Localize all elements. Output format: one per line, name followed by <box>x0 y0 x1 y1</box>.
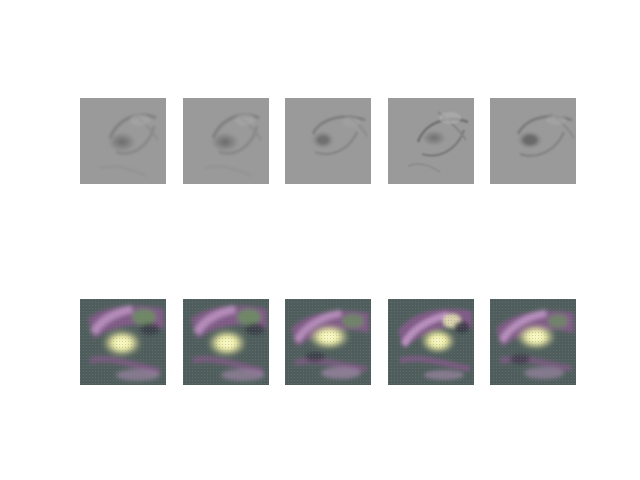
false-color-panel-5 <box>490 299 576 385</box>
grayscale-panel-3 <box>285 98 371 184</box>
false-color-image-4 <box>388 299 474 385</box>
grayscale-image-3 <box>285 98 371 184</box>
grayscale-image-5 <box>490 98 576 184</box>
grayscale-image-1 <box>80 98 166 184</box>
grayscale-panel-4 <box>388 98 474 184</box>
false-color-image-5 <box>490 299 576 385</box>
grayscale-panel-1 <box>80 98 166 184</box>
grayscale-panel-2 <box>183 98 269 184</box>
false-color-panel-4 <box>388 299 474 385</box>
false-color-panel-2 <box>183 299 269 385</box>
false-color-panel-3 <box>285 299 371 385</box>
grayscale-image-4 <box>388 98 474 184</box>
false-color-panel-1 <box>80 299 166 385</box>
false-color-image-3 <box>285 299 371 385</box>
false-color-image-2 <box>183 299 269 385</box>
grayscale-panel-5 <box>490 98 576 184</box>
false-color-image-1 <box>80 299 166 385</box>
grayscale-image-2 <box>183 98 269 184</box>
